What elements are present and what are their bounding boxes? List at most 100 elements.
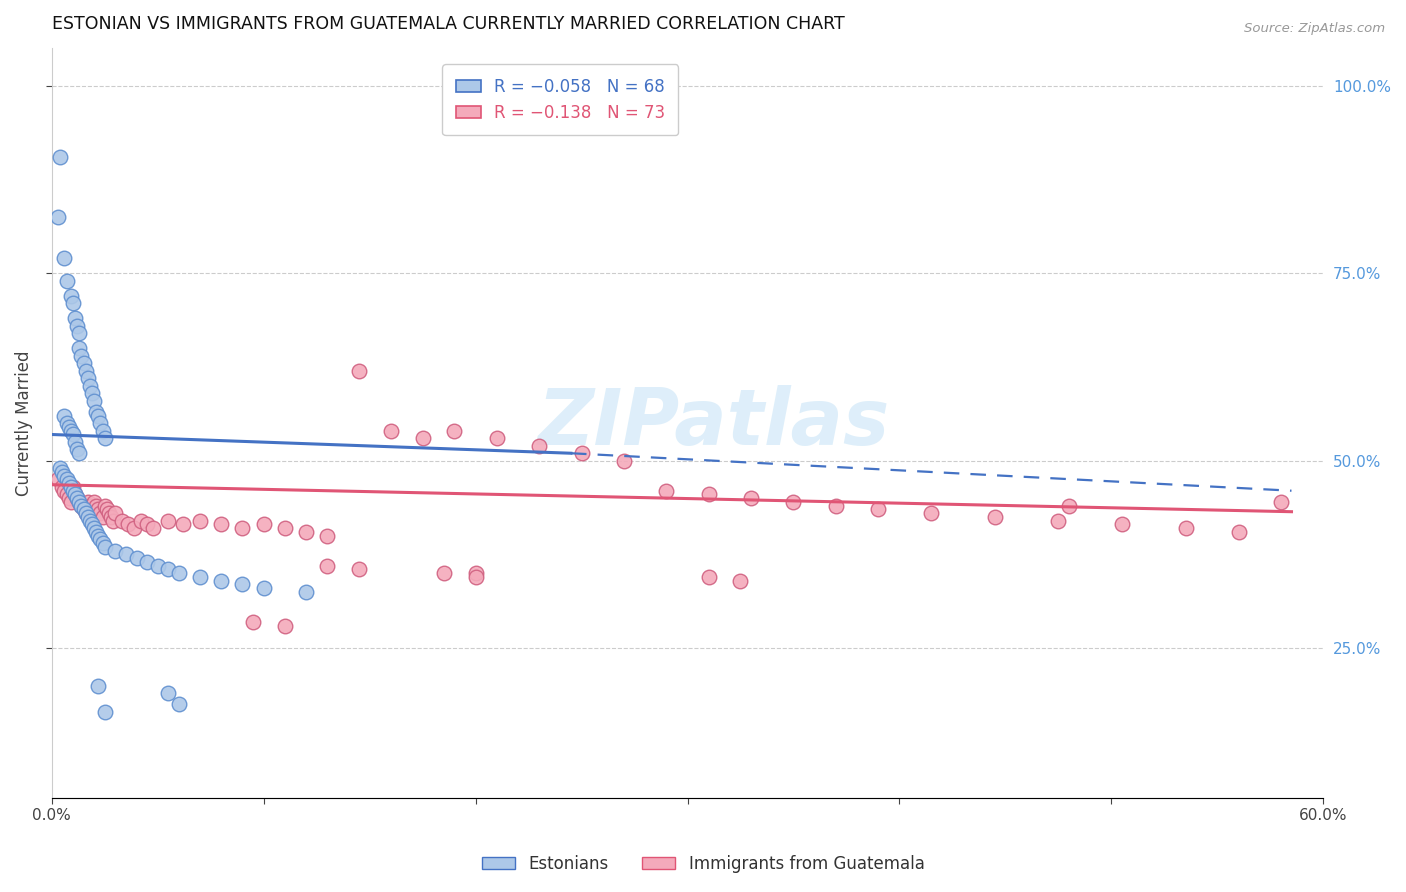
Point — [66, 491, 89, 506]
Point — [51, 465, 73, 479]
Point — [117, 517, 139, 532]
Point — [84, 405, 107, 419]
Point — [66, 491, 89, 506]
Point — [412, 431, 434, 445]
Point — [53, 409, 76, 423]
Point — [157, 514, 180, 528]
Point — [347, 562, 370, 576]
Text: ZIPatlas: ZIPatlas — [537, 385, 889, 461]
Point — [98, 506, 121, 520]
Point — [157, 562, 180, 576]
Point — [62, 296, 84, 310]
Point — [62, 480, 84, 494]
Point — [84, 499, 107, 513]
Point — [824, 499, 846, 513]
Point — [87, 502, 110, 516]
Point — [111, 514, 134, 528]
Point — [91, 510, 114, 524]
Point — [115, 548, 138, 562]
Point — [142, 521, 165, 535]
Point — [316, 558, 339, 573]
Point — [167, 566, 190, 581]
Point — [59, 480, 82, 494]
Point — [72, 502, 94, 516]
Point — [87, 409, 110, 423]
Point — [613, 454, 636, 468]
Point — [55, 473, 77, 487]
Point — [527, 439, 550, 453]
Point — [172, 517, 194, 532]
Point — [124, 521, 146, 535]
Point — [782, 495, 804, 509]
Point — [63, 487, 86, 501]
Legend: R = −0.058   N = 68, R = −0.138   N = 73: R = −0.058 N = 68, R = −0.138 N = 73 — [443, 64, 679, 136]
Point — [89, 416, 111, 430]
Point — [380, 424, 402, 438]
Point — [443, 424, 465, 438]
Point — [76, 510, 98, 524]
Point — [136, 517, 159, 532]
Point — [188, 570, 211, 584]
Point — [59, 495, 82, 509]
Point — [104, 543, 127, 558]
Point — [129, 514, 152, 528]
Point — [87, 679, 110, 693]
Point — [697, 487, 720, 501]
Point — [316, 529, 339, 543]
Point — [62, 427, 84, 442]
Point — [58, 476, 80, 491]
Point — [46, 473, 69, 487]
Point — [464, 570, 486, 584]
Point — [79, 514, 101, 528]
Point — [209, 574, 232, 588]
Text: Source: ZipAtlas.com: Source: ZipAtlas.com — [1244, 22, 1385, 36]
Point — [96, 502, 118, 516]
Point — [295, 585, 318, 599]
Point — [253, 581, 276, 595]
Point — [1227, 524, 1250, 539]
Point — [59, 424, 82, 438]
Point — [93, 499, 115, 513]
Point — [67, 341, 90, 355]
Point — [67, 326, 90, 341]
Point — [740, 491, 762, 506]
Point — [70, 349, 93, 363]
Point — [100, 510, 122, 524]
Point — [59, 289, 82, 303]
Point — [72, 356, 94, 370]
Point — [697, 570, 720, 584]
Point — [188, 514, 211, 528]
Point — [70, 499, 93, 513]
Point — [984, 510, 1007, 524]
Point — [209, 517, 232, 532]
Point — [103, 514, 125, 528]
Point — [274, 618, 297, 632]
Point — [93, 705, 115, 719]
Point — [1111, 517, 1133, 532]
Point — [1047, 514, 1070, 528]
Point — [80, 386, 103, 401]
Point — [49, 150, 72, 164]
Point — [157, 686, 180, 700]
Point — [83, 521, 105, 535]
Point — [58, 420, 80, 434]
Point — [87, 529, 110, 543]
Point — [433, 566, 456, 581]
Point — [84, 524, 107, 539]
Point — [242, 615, 264, 629]
Point — [67, 495, 90, 509]
Point — [70, 499, 93, 513]
Point — [295, 524, 318, 539]
Point — [571, 446, 593, 460]
Point — [63, 311, 86, 326]
Point — [91, 536, 114, 550]
Point — [76, 495, 98, 509]
Point — [231, 521, 253, 535]
Point — [464, 566, 486, 581]
Point — [55, 274, 77, 288]
Point — [485, 431, 508, 445]
Point — [67, 446, 90, 460]
Point — [91, 424, 114, 438]
Point — [80, 517, 103, 532]
Point — [62, 483, 84, 498]
